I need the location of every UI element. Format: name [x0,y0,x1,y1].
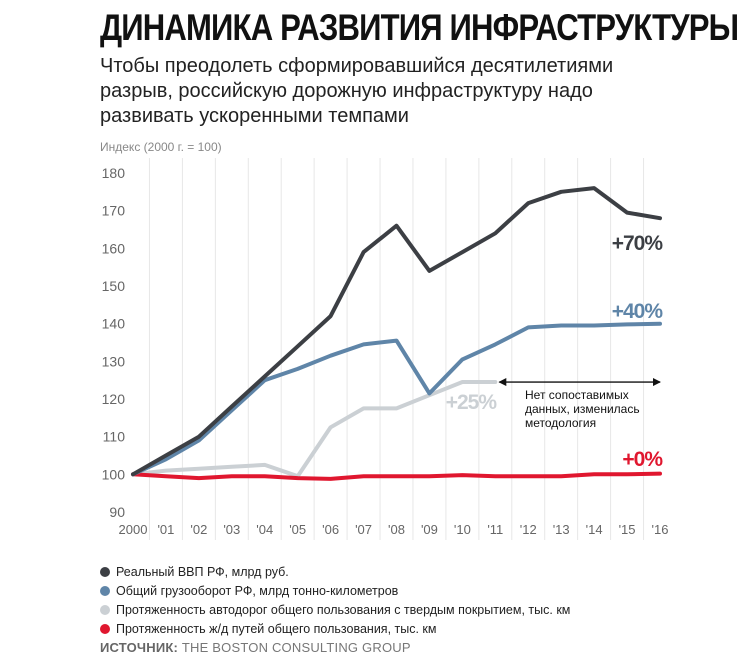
x-tick-label: '12 [520,522,537,537]
legend-swatch [100,623,110,634]
grid-lines [148,158,645,540]
source-note: ИСТОЧНИК: THE BOSTON CONSULTING GROUP [100,640,411,655]
x-tick-label: '14 [586,522,603,537]
x-tick-label: '03 [223,522,240,537]
source-label: ИСТОЧНИК: [100,640,179,655]
legend-item: Протяженность автодорог общего пользован… [100,600,570,619]
legend-label: Протяженность ж/д путей общего пользован… [116,621,437,636]
legend-item: Реальный ВВП РФ, млрд руб. [100,562,570,581]
y-tick-label: 170 [102,203,126,219]
x-tick-label: '08 [388,522,405,537]
x-tick-label: '11 [487,522,503,537]
x-tick-label: '16 [652,522,669,537]
line-chart: Индекс (2000 г. = 100) 90 100 110 120 130 140… [100,140,669,540]
x-tick-label: '05 [289,522,306,537]
x-axis-ticks: 2000 '01 '02 '03 '04 '05 '06 '07 '08 '09 '10 '11 '12… [119,522,669,537]
series-end-label: +40% [612,300,664,323]
series-line [131,380,498,479]
x-tick-label: '07 [355,522,372,537]
y-tick-label: 140 [102,316,126,332]
x-tick-label: '06 [322,522,339,537]
y-axis-label: Индекс (2000 г. = 100) [100,140,222,154]
series-end-label: +0% [622,448,663,471]
x-tick-label: '13 [553,522,570,537]
annotation-layer: Нет сопоставимых данных, изменилась методо… [498,378,661,430]
y-tick-label: 110 [103,429,126,445]
source-text: THE BOSTON CONSULTING GROUP [181,640,411,655]
y-tick-label: 120 [102,391,126,407]
x-tick-label: '02 [190,522,207,537]
page-subtitle: Чтобы преодолеть сформировавшийся десяти… [100,55,614,127]
end-labels-layer: +70% +40% +25% +0% [446,232,665,471]
page-title: ДИНАМИКА РАЗВИТИЯ ИНФРАСТРУКТУРЫ [100,7,739,48]
y-tick-label: 90 [109,504,125,520]
legend-swatch [100,604,110,615]
y-tick-label: 180 [102,165,126,181]
x-tick-label: '04 [256,522,273,537]
legend-label: Реальный ВВП РФ, млрд руб. [116,564,289,579]
series-end-label: +70% [612,232,664,255]
series-end-label: +25% [446,391,498,414]
legend-label: Общий грузооборот РФ, млрд тонно-километ… [116,583,399,598]
series-line [131,186,662,477]
legend-label: Протяженность автодорог общего пользован… [116,602,571,617]
y-axis-ticks: 90 100 110 120 130 140 150 160 170 180 [102,165,126,520]
legend-item: Протяженность ж/д путей общего пользован… [100,619,570,638]
x-tick-label: '15 [619,522,636,537]
y-tick-label: 100 [102,466,126,482]
series-line [131,471,662,481]
x-tick-label: '09 [421,522,438,537]
x-tick-label: '01 [157,522,174,537]
series-line [131,321,662,477]
y-tick-label: 150 [102,278,126,294]
x-tick-label: 2000 [119,522,148,537]
series-layer [131,186,662,481]
legend-item: Общий грузооборот РФ, млрд тонно-километ… [100,581,570,600]
legend-swatch [100,585,110,596]
y-tick-label: 130 [102,353,126,369]
y-tick-label: 160 [102,240,126,256]
annotation-text: Нет сопоставимых данных, изменилась методо… [525,388,640,430]
legend: Реальный ВВП РФ, млрд руб. Общий грузообо… [100,562,570,638]
legend-swatch [100,566,110,577]
x-tick-label: '10 [454,522,471,537]
